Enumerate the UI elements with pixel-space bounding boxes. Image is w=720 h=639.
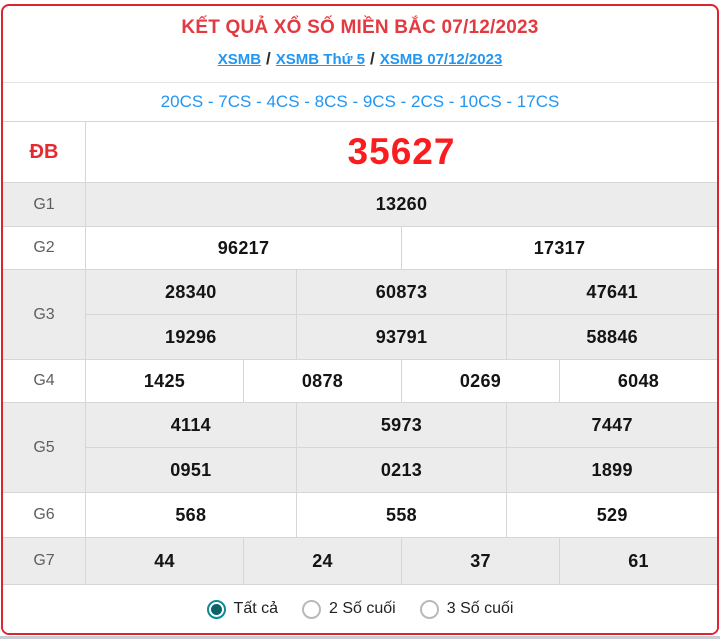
prize-number: 58846: [506, 315, 717, 359]
prize-number: 13260: [375, 194, 428, 214]
prize-number: 47641: [506, 270, 717, 314]
breadcrumb-separator: /: [369, 49, 375, 68]
prize-label-g7: G7: [3, 538, 86, 584]
radio-unselected-icon[interactable]: [302, 599, 322, 619]
table-row-g4: G4 1425 0878 0269 6048: [3, 359, 717, 402]
prize-number: 24: [243, 538, 401, 584]
prize-number: 0951: [170, 459, 212, 480]
radio-unselected-icon[interactable]: [419, 599, 439, 619]
filter-option-label: Tất cả: [233, 600, 279, 617]
table-row-db: ĐB 35627: [3, 121, 717, 182]
prize-number: 5973: [295, 403, 507, 447]
breadcrumb-separator: /: [266, 49, 271, 68]
prize-number: 44: [154, 550, 175, 571]
prize-number: 558: [295, 493, 507, 537]
prize-number: 35627: [347, 131, 456, 172]
results-table: ĐB 35627 G1 13260 G2 96217 17317 G3 2834…: [3, 121, 717, 584]
prize-number: 1425: [143, 370, 186, 391]
table-row-g7: G7 44 24 37 61: [3, 537, 717, 584]
lottery-results-card: KẾT QUẢ XỔ SỐ MIỀN BẮC 07/12/2023 XSMB / X…: [1, 4, 719, 635]
prize-number: 6048: [559, 360, 717, 402]
prize-number: 19296: [165, 326, 217, 347]
prize-label-g1: G1: [3, 183, 86, 226]
prize-number: 17317: [401, 227, 717, 269]
prize-number: 28340: [165, 281, 217, 302]
loto-stats-line: 20CS - 7CS - 4CS - 8CS - 9CS - 2CS - 10C…: [160, 92, 560, 111]
table-row-g5: G5 4114 5973 7447 0951 0213 1899: [3, 402, 717, 492]
prize-number: 96217: [217, 237, 270, 258]
results-header: KẾT QUẢ XỔ SỐ MIỀN BẮC 07/12/2023 XSMB / X…: [3, 6, 717, 83]
filter-option-last3[interactable]: 3 Số cuối: [419, 599, 514, 619]
breadcrumb: XSMB / XSMB Thứ 5/XSMB 07/12/2023: [3, 49, 717, 69]
prize-number: 37: [401, 538, 559, 584]
prize-label-g3: G3: [3, 270, 86, 359]
filter-option-all[interactable]: Tất cả: [206, 599, 279, 619]
page-title: KẾT QUẢ XỔ SỐ MIỀN BẮC 07/12/2023: [181, 17, 539, 38]
table-row-g1: G1 13260: [3, 182, 717, 226]
prize-label-g5: G5: [3, 403, 86, 492]
prize-label-g2: G2: [3, 227, 86, 269]
prize-number: 1899: [506, 448, 717, 492]
radio-selected-icon[interactable]: [206, 599, 226, 619]
filter-option-last2[interactable]: 2 Số cuối: [302, 599, 396, 619]
display-mode-filter: Tất cả 2 Số cuối 3 Số cuối: [3, 584, 717, 633]
breadcrumb-link-xsmb[interactable]: XSMB: [217, 51, 262, 68]
prize-number: 61: [559, 538, 717, 584]
prize-number: 0878: [243, 360, 401, 402]
breadcrumb-link-xsmb-date[interactable]: XSMB 07/12/2023: [379, 51, 503, 68]
prize-number: 4114: [170, 414, 211, 435]
prize-number: 0269: [401, 360, 559, 402]
breadcrumb-link-xsmb-thu5[interactable]: XSMB Thứ 5: [275, 51, 365, 68]
prize-label-g6: G6: [3, 493, 86, 537]
table-row-g2: G2 96217 17317: [3, 226, 717, 269]
prize-number: 568: [175, 504, 207, 525]
prize-label-db: ĐB: [3, 122, 86, 182]
prize-number: 60873: [295, 270, 507, 314]
prize-number: 93791: [295, 315, 507, 359]
prize-number: 529: [506, 493, 717, 537]
prize-number: 0213: [295, 448, 507, 492]
prize-label-g4: G4: [3, 360, 86, 402]
filter-option-label: 2 Số cuối: [329, 600, 396, 617]
prize-number: 7447: [506, 403, 717, 447]
table-row-g3: G3 28340 60873 47641 19296 93791 58846: [3, 269, 717, 359]
filter-option-label: 3 Số cuối: [446, 600, 514, 617]
table-row-g6: G6 568 558 529: [3, 492, 717, 537]
page-bottom-divider: [0, 636, 720, 639]
